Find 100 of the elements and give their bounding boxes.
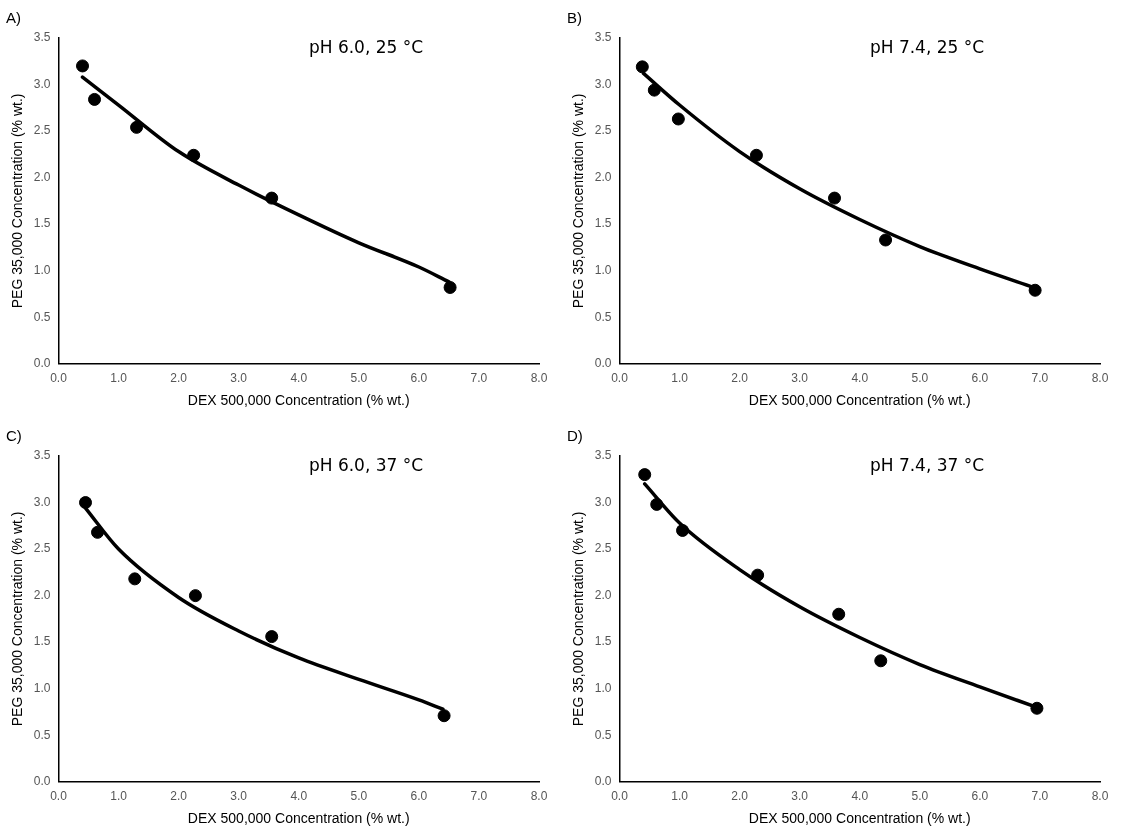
x-tick-label: 7.0 [1031, 789, 1049, 804]
x-tick-label: 5.0 [350, 371, 368, 386]
y-tick-label: 1.0 [594, 681, 612, 696]
y-tick-label: 0.0 [594, 356, 612, 371]
y-tick-label: 2.5 [594, 123, 612, 138]
y-tick-label: 1.0 [33, 681, 51, 696]
point [443, 280, 457, 294]
x-tick-label: 6.0 [971, 371, 989, 386]
x-tick-label: 8.0 [1091, 371, 1109, 386]
point [128, 572, 142, 586]
annotation: pH 7.4, 37 °C [869, 454, 985, 475]
chart-title: D) [567, 427, 583, 445]
x-tick-label: 5.0 [911, 789, 929, 804]
point [671, 112, 685, 126]
point [265, 630, 279, 644]
y-tick-label: 3.5 [33, 30, 51, 45]
point [832, 607, 846, 621]
x-tick-label: 5.0 [350, 789, 368, 804]
y-tick-label: 1.5 [594, 634, 612, 649]
point [874, 654, 888, 668]
y-tick-label: 3.0 [594, 494, 612, 509]
y-tick-label: 2.5 [33, 123, 51, 138]
annotation: pH 7.4, 25 °C [869, 36, 985, 57]
y-tick-label: 3.0 [594, 76, 612, 91]
x-tick-label: 8.0 [530, 789, 548, 804]
x-tick-label: 8.0 [530, 371, 548, 386]
y-tick-label: 1.0 [33, 263, 51, 278]
y-tick-label: 0.0 [33, 774, 51, 789]
y-tick-label: 2.0 [33, 169, 51, 184]
point [79, 496, 93, 510]
y-tick-label: 2.0 [33, 587, 51, 602]
x-tick-label: 3.0 [230, 371, 248, 386]
point [187, 148, 201, 162]
x-tick-label: 2.0 [170, 371, 188, 386]
x-tick-label: 0.0 [50, 371, 68, 386]
annotation: pH 6.0, 37 °C [308, 454, 424, 475]
y-tick-label: 3.5 [594, 448, 612, 463]
point [828, 191, 842, 205]
y-tick-label: 1.5 [33, 216, 51, 231]
y-tick-label: 0.0 [33, 356, 51, 371]
point [647, 83, 661, 97]
chart-title: C) [6, 427, 22, 445]
y-tick-label: 1.0 [594, 263, 612, 278]
point [635, 60, 649, 74]
y-axis-title: PEG 35,000 Concentration (% wt.) [9, 511, 26, 727]
x-tick-label: 0.0 [611, 371, 629, 386]
y-tick-label: 0.5 [594, 309, 612, 324]
x-tick-label: 1.0 [110, 789, 128, 804]
chart-title: B) [567, 9, 582, 27]
x-axis-title: DEX 500,000 Concentration (% wt.) [748, 392, 971, 409]
x-tick-label: 8.0 [1091, 789, 1109, 804]
point [751, 568, 765, 582]
x-tick-label: 4.0 [290, 789, 308, 804]
y-tick-label: 1.5 [33, 634, 51, 649]
x-tick-label: 4.0 [851, 789, 869, 804]
y-tick-label: 2.5 [33, 541, 51, 556]
x-tick-label: 5.0 [911, 371, 929, 386]
y-tick-label: 0.5 [594, 727, 612, 742]
y-tick-label: 3.0 [33, 494, 51, 509]
x-tick-label: 0.0 [50, 789, 68, 804]
x-tick-label: 3.0 [791, 371, 809, 386]
x-tick-label: 1.0 [110, 371, 128, 386]
point [76, 59, 90, 73]
point [91, 525, 105, 539]
x-tick-label: 1.0 [671, 789, 689, 804]
x-tick-label: 7.0 [1031, 371, 1049, 386]
point [676, 523, 690, 537]
x-tick-label: 1.0 [671, 371, 689, 386]
point [1028, 283, 1042, 297]
x-tick-label: 3.0 [230, 789, 248, 804]
x-axis-title: DEX 500,000 Concentration (% wt.) [748, 810, 971, 827]
point [130, 120, 144, 134]
y-tick-label: 3.5 [594, 30, 612, 45]
y-tick-label: 2.5 [594, 541, 612, 556]
y-axis-title: PEG 35,000 Concentration (% wt.) [9, 93, 26, 309]
y-tick-label: 0.5 [33, 727, 51, 742]
y-tick-label: 0.5 [33, 309, 51, 324]
point [88, 92, 102, 106]
x-tick-label: 2.0 [731, 371, 749, 386]
x-tick-label: 6.0 [410, 371, 428, 386]
y-axis-title: PEG 35,000 Concentration (% wt.) [570, 511, 587, 727]
x-tick-label: 6.0 [971, 789, 989, 804]
x-tick-label: 7.0 [470, 789, 488, 804]
point [650, 497, 664, 511]
x-axis-title: DEX 500,000 Concentration (% wt.) [187, 810, 410, 827]
x-tick-label: 7.0 [470, 371, 488, 386]
y-tick-label: 2.0 [594, 587, 612, 602]
y-tick-label: 0.0 [594, 774, 612, 789]
x-axis-title: DEX 500,000 Concentration (% wt.) [187, 392, 410, 409]
x-tick-label: 0.0 [611, 789, 629, 804]
point [265, 191, 279, 205]
x-tick-label: 2.0 [731, 789, 749, 804]
y-tick-label: 1.5 [594, 216, 612, 231]
chart-title: A) [6, 9, 21, 27]
x-tick-label: 3.0 [791, 789, 809, 804]
y-tick-label: 3.5 [33, 448, 51, 463]
y-tick-label: 3.0 [33, 76, 51, 91]
y-tick-label: 2.0 [594, 169, 612, 184]
x-tick-label: 6.0 [410, 789, 428, 804]
x-tick-label: 4.0 [290, 371, 308, 386]
